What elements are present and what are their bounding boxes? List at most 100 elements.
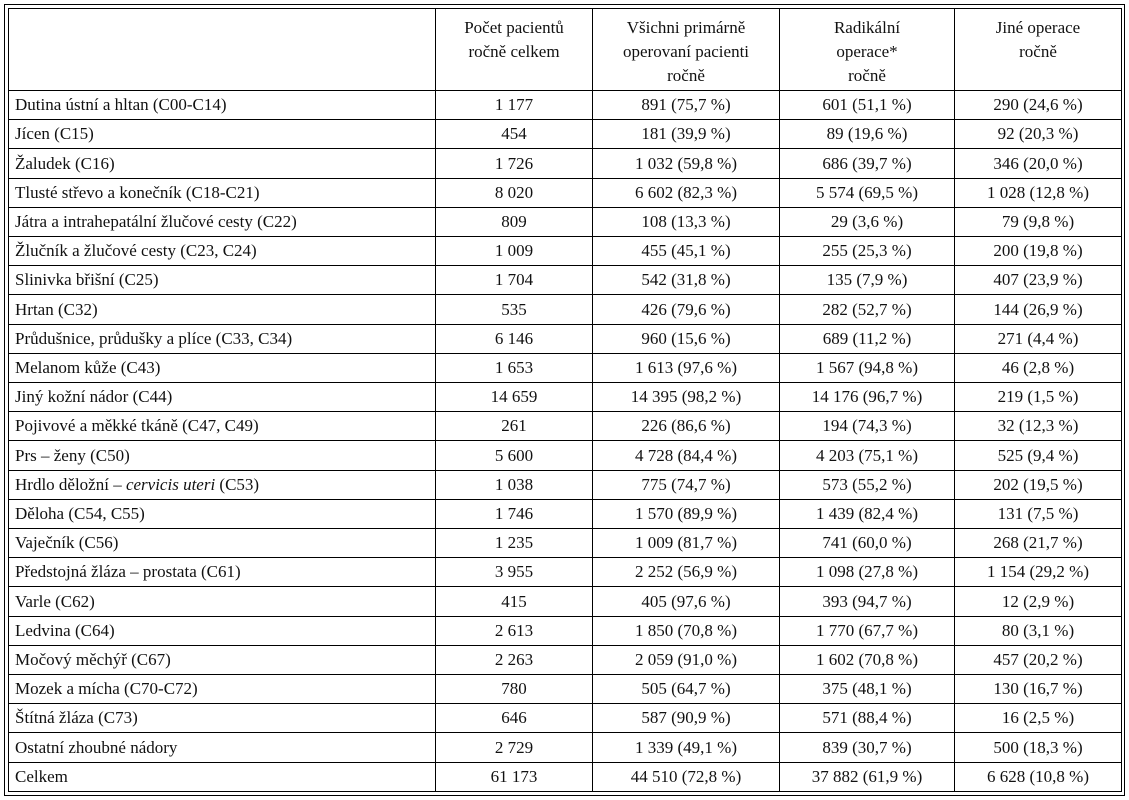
row-diagnosis: Předstojná žláza – prostata (C61) <box>8 557 436 588</box>
header-other-operations: Jiné operace ročně <box>954 8 1122 91</box>
row-patient-count: 1 038 <box>435 469 593 500</box>
diagnosis-label: Děloha (C54, C55) <box>15 503 145 523</box>
row-all-operated: 1 339 (49,1 %) <box>592 732 780 763</box>
row-patient-count: 809 <box>435 206 593 238</box>
diagnosis-label: Štítná žláza (C73) <box>15 708 138 728</box>
table-row: Slinivka břišní (C25) 1 704 542 (31,8 %) 13… <box>8 265 1122 296</box>
row-radical: 37 882 (61,9 %) <box>779 761 955 793</box>
row-patient-count: 14 659 <box>435 382 593 413</box>
table-frame: Počet pacientů ročně celkem Všichni prim… <box>4 4 1125 796</box>
row-radical: 839 (30,7 %) <box>779 732 955 763</box>
row-diagnosis: Děloha (C54, C55) <box>8 498 436 530</box>
diagnosis-label: Pojivové a měkké tkáně (C47, C49) <box>15 416 259 436</box>
diagnosis-label: Průdušnice, průdušky a plíce (C33, C34) <box>15 328 293 348</box>
row-diagnosis: Průdušnice, průdušky a plíce (C33, C34) <box>8 323 436 354</box>
row-other: 219 (1,5 %) <box>954 382 1122 413</box>
row-patient-count: 1 009 <box>435 236 593 267</box>
row-diagnosis: Žaludek (C16) <box>8 148 436 179</box>
row-patient-count: 454 <box>435 119 593 150</box>
row-diagnosis: Prs – ženy (C50) <box>8 440 436 471</box>
row-diagnosis: Močový měchýř (C67) <box>8 644 436 676</box>
row-other: 130 (16,7 %) <box>954 674 1122 705</box>
row-radical: 89 (19,6 %) <box>779 119 955 150</box>
table-row: Štítná žláza (C73) 646 587 (90,9 %) 571 (88… <box>8 703 1122 734</box>
row-radical: 686 (39,7 %) <box>779 148 955 179</box>
table-row: Varle (C62) 415 405 (97,6 %) 393 (94,7 %) 12… <box>8 586 1122 617</box>
diagnosis-label: Hrdlo děložní – <box>15 474 126 494</box>
table-row: Ostatní zhoubné nádory 2 729 1 339 (49,1 %… <box>8 732 1122 763</box>
row-other: 144 (26,9 %) <box>954 294 1122 325</box>
row-other: 16 (2,5 %) <box>954 703 1122 734</box>
header-radical-operations: Radikální operace* ročně <box>779 8 955 91</box>
row-other: 1 028 (12,8 %) <box>954 177 1122 208</box>
diagnosis-label: Varle (C62) <box>15 591 95 611</box>
row-all-operated: 405 (97,6 %) <box>592 586 780 617</box>
diagnosis-label: Slinivka břišní (C25) <box>15 270 159 290</box>
table-row: Průdušnice, průdušky a plíce (C33, C34) 6… <box>8 323 1122 354</box>
row-all-operated: 44 510 (72,8 %) <box>592 761 780 793</box>
row-diagnosis: Jícen (C15) <box>8 119 436 150</box>
row-other: 290 (24,6 %) <box>954 89 1122 121</box>
row-all-operated: 505 (64,7 %) <box>592 674 780 705</box>
table-row: Prs – ženy (C50) 5 600 4 728 (84,4 %) 4 203… <box>8 440 1122 471</box>
row-diagnosis: Varle (C62) <box>8 586 436 617</box>
row-diagnosis: Ostatní zhoubné nádory <box>8 732 436 763</box>
row-patient-count: 1 726 <box>435 148 593 179</box>
row-diagnosis: Dutina ústní a hltan (C00-C14) <box>8 89 436 121</box>
row-other: 6 628 (10,8 %) <box>954 761 1122 793</box>
row-patient-count: 1 235 <box>435 528 593 559</box>
row-patient-count: 1 177 <box>435 89 593 121</box>
table-row: Celkem 61 173 44 510 (72,8 %) 37 882 (61,9 … <box>8 761 1122 793</box>
row-patient-count: 6 146 <box>435 323 593 354</box>
row-patient-count: 261 <box>435 411 593 442</box>
row-other: 457 (20,2 %) <box>954 644 1122 676</box>
diagnosis-label: Močový měchýř (C67) <box>15 649 171 669</box>
row-all-operated: 587 (90,9 %) <box>592 703 780 734</box>
row-radical: 282 (52,7 %) <box>779 294 955 325</box>
row-other: 79 (9,8 %) <box>954 206 1122 238</box>
diagnosis-label: Prs – ženy (C50) <box>15 445 130 465</box>
diagnosis-code: (C53) <box>215 474 260 494</box>
row-diagnosis: Slinivka břišní (C25) <box>8 265 436 296</box>
diagnosis-latin: cervicis uteri <box>125 474 216 494</box>
row-radical: 29 (3,6 %) <box>779 206 955 238</box>
table-row: Žaludek (C16) 1 726 1 032 (59,8 %) 686 (39,… <box>8 148 1122 179</box>
row-patient-count: 415 <box>435 586 593 617</box>
row-other: 1 154 (29,2 %) <box>954 557 1122 588</box>
row-patient-count: 646 <box>435 703 593 734</box>
table-row: Děloha (C54, C55) 1 746 1 570 (89,9 %) 1 43… <box>8 498 1122 530</box>
table-row: Hrtan (C32) 535 426 (79,6 %) 282 (52,7 %) 14… <box>8 294 1122 325</box>
row-radical: 571 (88,4 %) <box>779 703 955 734</box>
table-row: Pojivové a měkké tkáně (C47, C49) 261 226 … <box>8 411 1122 442</box>
table-row: Jiný kožní nádor (C44) 14 659 14 395 (98,2… <box>8 382 1122 413</box>
row-other: 407 (23,9 %) <box>954 265 1122 296</box>
row-all-operated: 455 (45,1 %) <box>592 236 780 267</box>
row-all-operated: 775 (74,7 %) <box>592 469 780 500</box>
header-diagnosis <box>8 8 436 91</box>
row-patient-count: 535 <box>435 294 593 325</box>
row-other: 346 (20,0 %) <box>954 148 1122 179</box>
row-all-operated: 1 570 (89,9 %) <box>592 498 780 530</box>
table-row: Vaječník (C56) 1 235 1 009 (81,7 %) 741 (60… <box>8 528 1122 559</box>
row-all-operated: 542 (31,8 %) <box>592 265 780 296</box>
row-diagnosis: Hrtan (C32) <box>8 294 436 325</box>
table-row: Mozek a mícha (C70-C72) 780 505 (64,7 %) 37… <box>8 674 1122 705</box>
row-all-operated: 226 (86,6 %) <box>592 411 780 442</box>
diagnosis-label: Vaječník (C56) <box>15 533 119 553</box>
row-all-operated: 1 032 (59,8 %) <box>592 148 780 179</box>
row-other: 92 (20,3 %) <box>954 119 1122 150</box>
diagnosis-label: Jícen (C15) <box>15 124 94 144</box>
row-radical: 14 176 (96,7 %) <box>779 382 955 413</box>
row-other: 268 (21,7 %) <box>954 528 1122 559</box>
row-patient-count: 780 <box>435 674 593 705</box>
table-row: Hrdlo děložní – cervicis uteri (C53) 1 03… <box>8 469 1122 500</box>
diagnosis-label: Tlusté střevo a konečník (C18-C21) <box>15 182 260 202</box>
table-row: Ledvina (C64) 2 613 1 850 (70,8 %) 1 770 (6… <box>8 615 1122 646</box>
row-diagnosis: Melanom kůže (C43) <box>8 352 436 384</box>
row-patient-count: 2 729 <box>435 732 593 763</box>
row-other: 131 (7,5 %) <box>954 498 1122 530</box>
row-other: 46 (2,8 %) <box>954 352 1122 384</box>
row-patient-count: 2 613 <box>435 615 593 646</box>
diagnosis-label: Mozek a mícha (C70-C72) <box>15 679 198 699</box>
row-radical: 573 (55,2 %) <box>779 469 955 500</box>
